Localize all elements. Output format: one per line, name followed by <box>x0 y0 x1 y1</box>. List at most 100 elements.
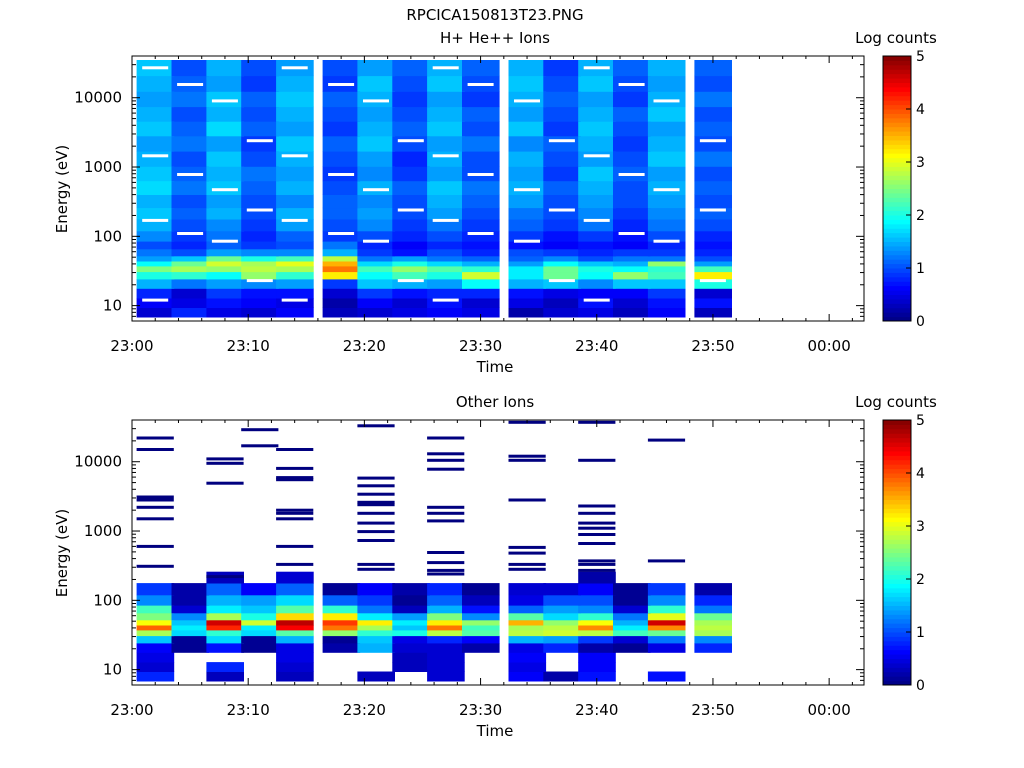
colorbar-segment <box>883 170 911 176</box>
heatmap-cell <box>241 630 279 637</box>
heatmap-cell <box>357 255 395 262</box>
heatmap-cell <box>543 60 581 77</box>
heatmap-cell <box>427 298 465 308</box>
heatmap-line <box>136 505 174 509</box>
heatmap-cell <box>276 271 314 280</box>
heatmap-line <box>508 545 546 549</box>
heatmap-cell <box>241 266 279 273</box>
heatmap-cell <box>508 652 547 663</box>
heatmap-cell <box>613 121 651 137</box>
colorbar-segment <box>883 95 911 101</box>
heatmap-cell <box>241 194 279 209</box>
heatmap-cell <box>578 248 616 257</box>
heatmap-cell <box>241 271 279 280</box>
heatmap-cell <box>647 255 686 262</box>
heatmap-line <box>427 561 465 565</box>
colorbar-segment <box>883 592 911 598</box>
colorbar-segment <box>883 649 911 655</box>
heatmap-cell <box>276 207 314 220</box>
heatmap-cell <box>543 106 581 122</box>
heatmap-cell <box>241 288 279 299</box>
heatmap-cell <box>578 166 616 182</box>
colorbar-segment <box>883 281 911 287</box>
data-gap <box>514 99 540 103</box>
colorbar-tick-label: 4 <box>916 466 925 482</box>
colorbar-segment <box>883 654 911 659</box>
heatmap-cell <box>171 594 210 606</box>
heatmap-cell <box>613 248 651 257</box>
heatmap-cell <box>206 166 244 182</box>
heatmap-cell <box>392 60 430 77</box>
heatmap-cell <box>647 583 686 596</box>
heatmap-cell <box>206 671 244 682</box>
heatmap-cell <box>357 643 395 653</box>
heatmap-cell <box>392 288 430 299</box>
colorbar-frame <box>882 419 912 686</box>
data-gap <box>699 208 726 212</box>
heatmap-line <box>136 436 174 440</box>
heatmap-cell <box>171 248 210 257</box>
panel-title: H+ He++ Ions <box>440 29 550 47</box>
colorbar-segment <box>883 587 911 593</box>
colorbar-segment <box>883 596 911 602</box>
colorbar-segment <box>883 574 911 580</box>
heatmap-cell <box>322 60 361 77</box>
heatmap-cell <box>508 635 547 644</box>
heatmap-cell <box>241 135 279 152</box>
heatmap-cell <box>613 180 651 195</box>
heatmap-cell <box>613 241 651 250</box>
heatmap-cell <box>647 166 686 182</box>
colorbar-tick-label: 3 <box>916 519 925 535</box>
heatmap-line <box>357 539 395 542</box>
y-tick-label: 100 <box>93 227 122 245</box>
heatmap-cell <box>357 230 395 242</box>
heatmap-cell <box>462 298 500 308</box>
heatmap-cell <box>427 75 465 92</box>
colorbar-segment <box>883 614 911 620</box>
data-gap <box>514 188 540 192</box>
colorbar-segment <box>883 223 911 229</box>
heatmap-cell <box>508 619 547 626</box>
heatmap-cell <box>647 75 686 92</box>
heatmap-cell <box>508 671 547 682</box>
heatmap-cell <box>694 248 732 257</box>
heatmap-line <box>578 458 616 462</box>
heatmap-cell <box>276 605 314 614</box>
heatmap-cell <box>322 248 361 257</box>
heatmap-line <box>206 457 244 461</box>
heatmap-cell <box>462 583 500 596</box>
heatmap-cell <box>241 279 279 289</box>
heatmap-line <box>357 492 395 496</box>
heatmap-line <box>578 542 616 545</box>
heatmap-cell <box>206 271 244 280</box>
heatmap-cell <box>543 241 581 250</box>
colorbar-segment <box>883 481 911 487</box>
heatmap-cell <box>276 121 314 137</box>
colorbar-segment <box>883 499 911 505</box>
colorbar-segment <box>883 259 911 265</box>
heatmap-cell <box>694 288 732 299</box>
colorbar-segment <box>883 618 911 624</box>
colorbar-segment <box>883 526 911 531</box>
heatmap-cell <box>357 60 395 77</box>
colorbar-segment <box>883 316 911 322</box>
heatmap-cell <box>322 219 361 232</box>
heatmap-cell <box>578 180 616 195</box>
heatmap-cell <box>578 207 616 220</box>
heatmap-cell <box>508 135 547 152</box>
colorbar-segment <box>883 69 911 75</box>
heatmap-line <box>357 500 395 504</box>
heatmap-cell <box>543 612 581 621</box>
colorbar-segment <box>883 126 911 132</box>
heatmap-cell <box>613 635 651 644</box>
heatmap-cell <box>427 671 465 682</box>
heatmap-cell <box>647 605 686 614</box>
heatmap-cell <box>206 180 244 195</box>
heatmap-cell <box>508 255 547 262</box>
heatmap-cell <box>578 241 616 250</box>
heatmap-line <box>136 564 174 568</box>
heatmap-cell <box>462 121 500 137</box>
heatmap-cell <box>322 583 361 596</box>
heatmap-cell <box>462 180 500 195</box>
heatmap-cell <box>357 279 395 289</box>
